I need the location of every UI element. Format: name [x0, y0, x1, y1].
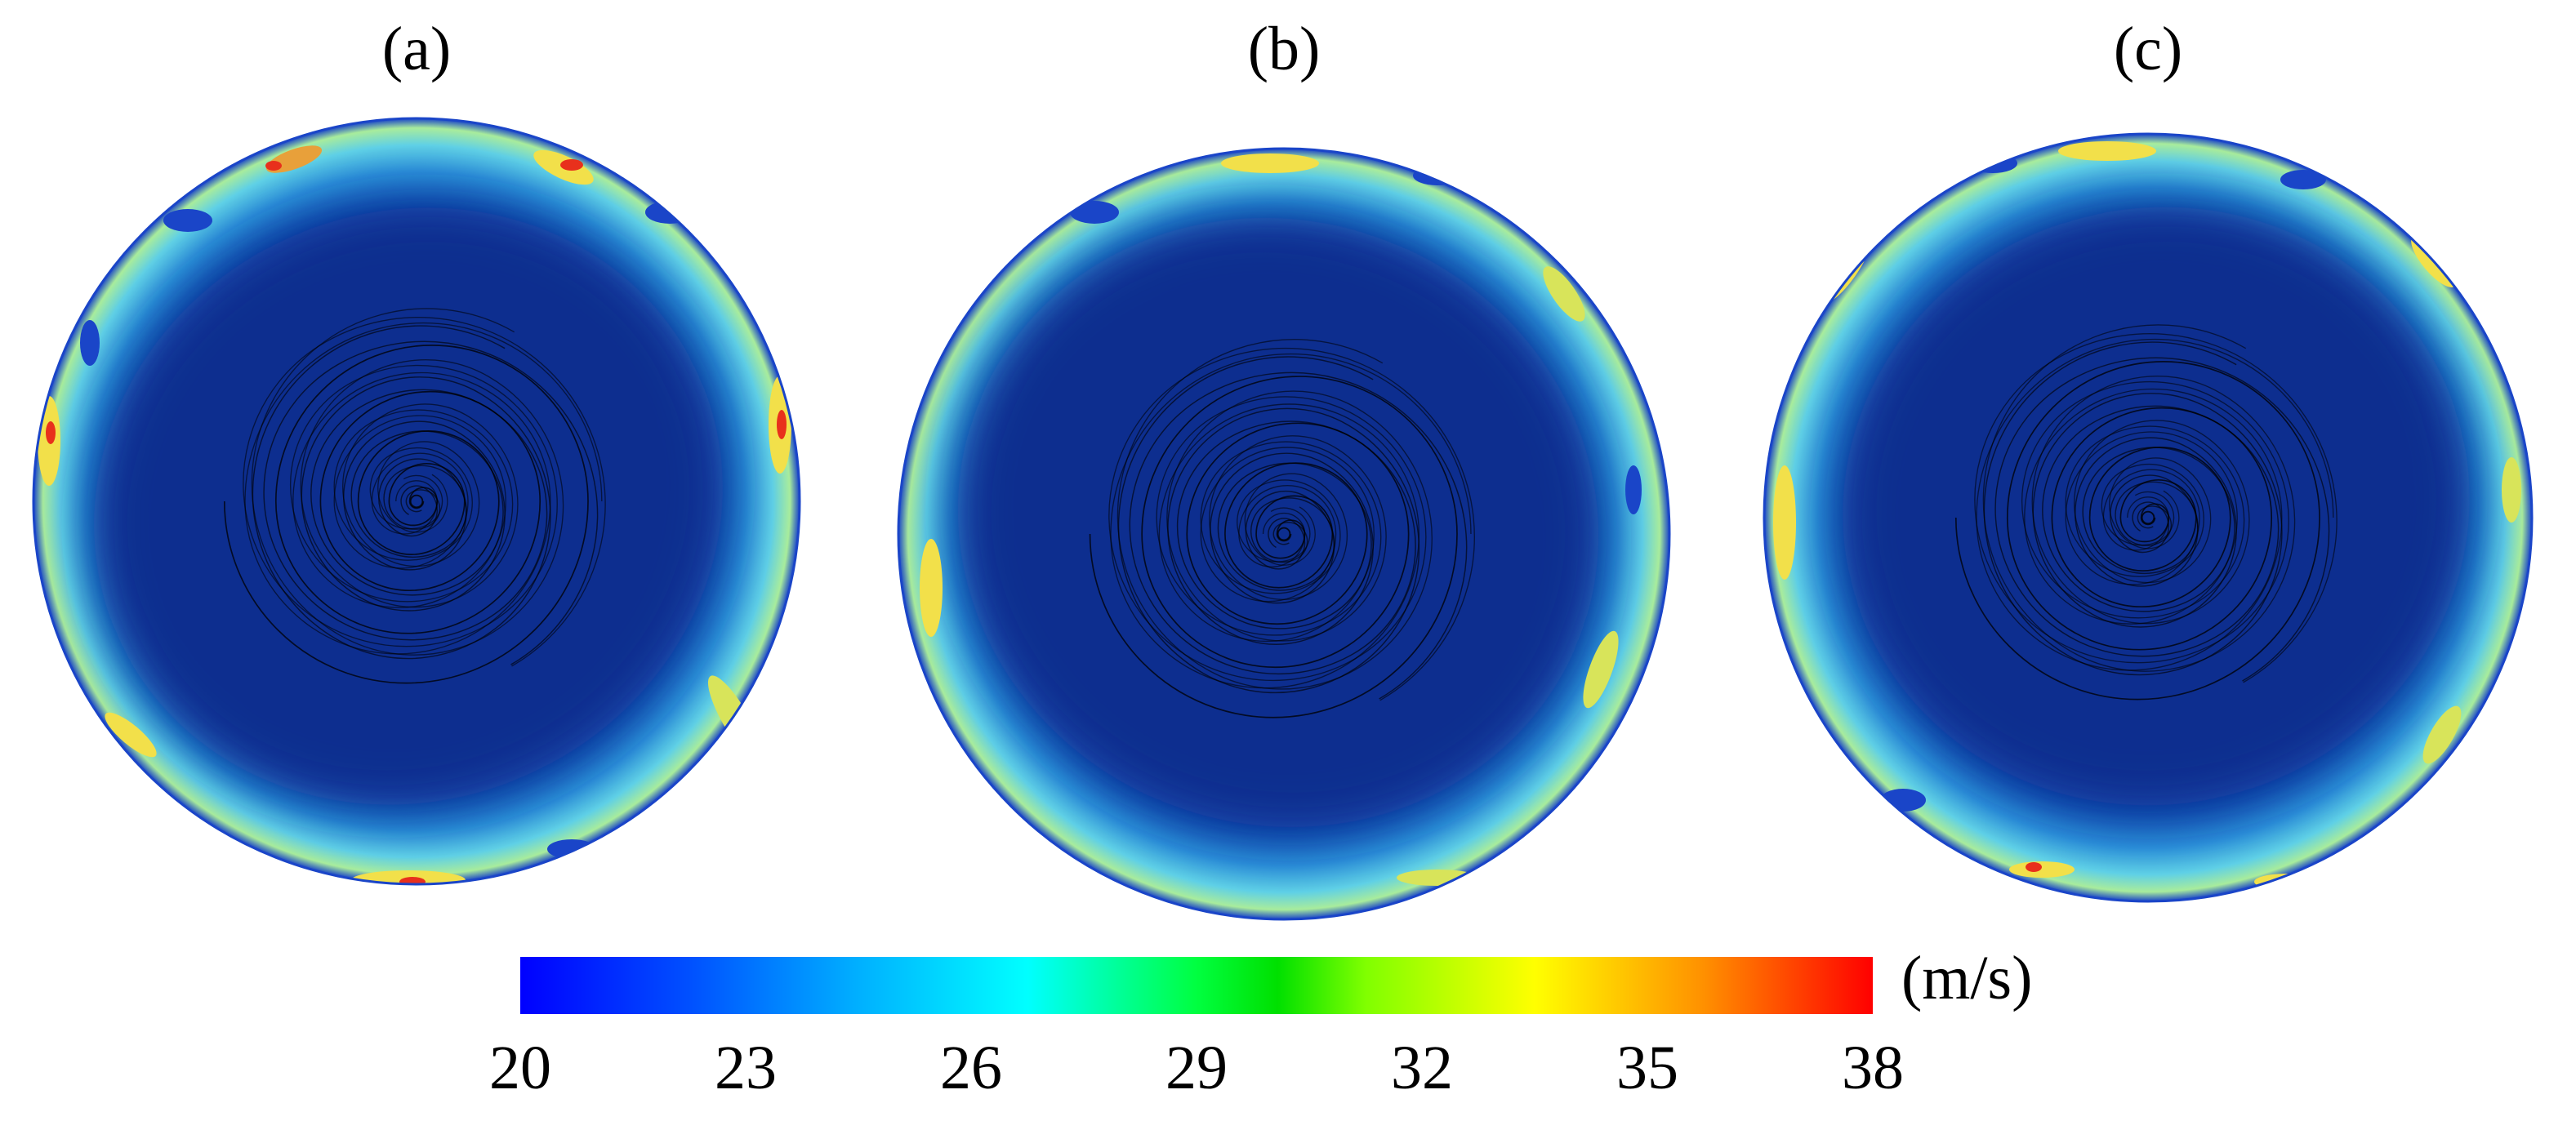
contour-disk-a	[32, 117, 801, 886]
colorbar-tick-label: 32	[1391, 1034, 1453, 1102]
contour-disk-b	[897, 147, 1671, 921]
contour-disk-c	[1763, 132, 2534, 903]
colorbar-tick-label: 29	[1165, 1034, 1228, 1102]
colorbar-tick-label: 26	[940, 1034, 1002, 1102]
colorbar-unit-label: (m/s)	[1901, 944, 2033, 1012]
panel-label-c: (c)	[2113, 15, 2183, 83]
colorbar-tick-label: 20	[489, 1034, 551, 1102]
colorbar-tick-label: 23	[715, 1034, 777, 1102]
colorbar	[520, 957, 1873, 1014]
panel-label-b: (b)	[1247, 15, 1321, 83]
panel-label-a: (a)	[381, 15, 452, 83]
colorbar-tick-label: 38	[1842, 1034, 1904, 1102]
colorbar-tick-label: 35	[1616, 1034, 1678, 1102]
